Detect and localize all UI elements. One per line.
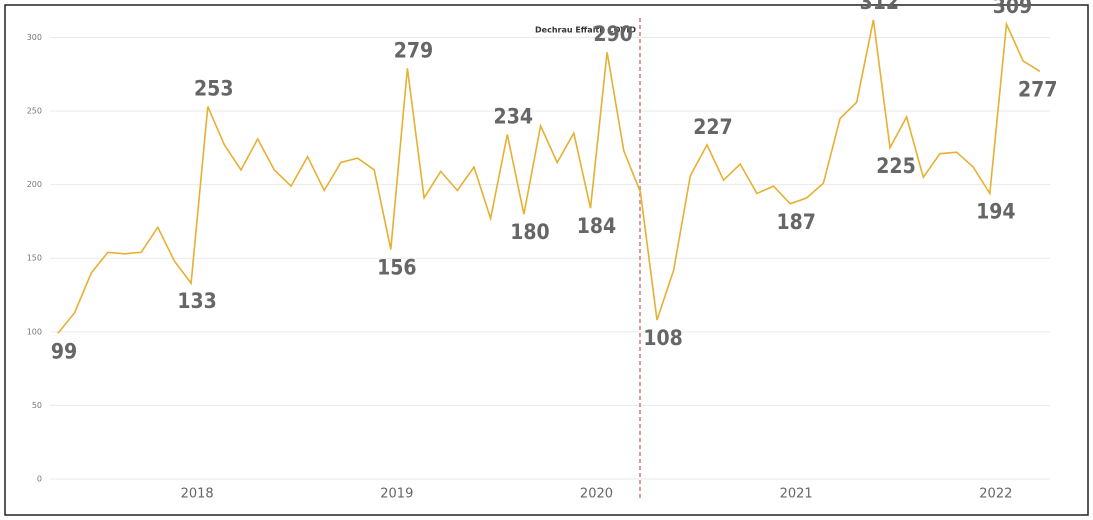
frame — [4, 4, 1089, 516]
data-label: 279 — [394, 38, 433, 62]
y-tick-label: 200 — [27, 180, 42, 189]
y-tick-label: 100 — [27, 327, 42, 336]
line — [57, 19, 1041, 334]
data-label: 180 — [510, 220, 549, 244]
data-label: 234 — [494, 105, 533, 129]
data-label: 277 — [1018, 77, 1057, 101]
y-tick-label: 250 — [27, 107, 42, 116]
data-label: 156 — [377, 255, 416, 279]
x-tick-label: 2022 — [979, 487, 1012, 502]
data-label: 133 — [177, 289, 216, 313]
y-tick-label: 0 — [37, 475, 42, 484]
annotation-label: Dechrau Effaith COVID — [535, 26, 636, 35]
x-tick-label: 2019 — [380, 487, 413, 502]
data-label: 194 — [976, 199, 1015, 223]
x-tick-label: 2018 — [181, 487, 214, 502]
y-tick-label: 50 — [32, 401, 42, 410]
data-label: 99 — [51, 339, 77, 363]
y-tick-label: 300 — [27, 33, 42, 42]
data-label: 184 — [577, 214, 616, 238]
data-label: 227 — [693, 115, 732, 139]
data-label: 225 — [876, 154, 915, 178]
data-label: 108 — [643, 326, 682, 350]
y-tick-label: 150 — [27, 254, 42, 263]
data-label: 187 — [776, 210, 815, 234]
x-tick-label: 2020 — [580, 487, 613, 502]
data-label: 309 — [993, 0, 1032, 18]
data-label: 253 — [194, 77, 233, 101]
data-label: 290 — [593, 22, 632, 46]
data-label: 312 — [860, 0, 899, 14]
x-tick-label: 2021 — [780, 487, 813, 502]
